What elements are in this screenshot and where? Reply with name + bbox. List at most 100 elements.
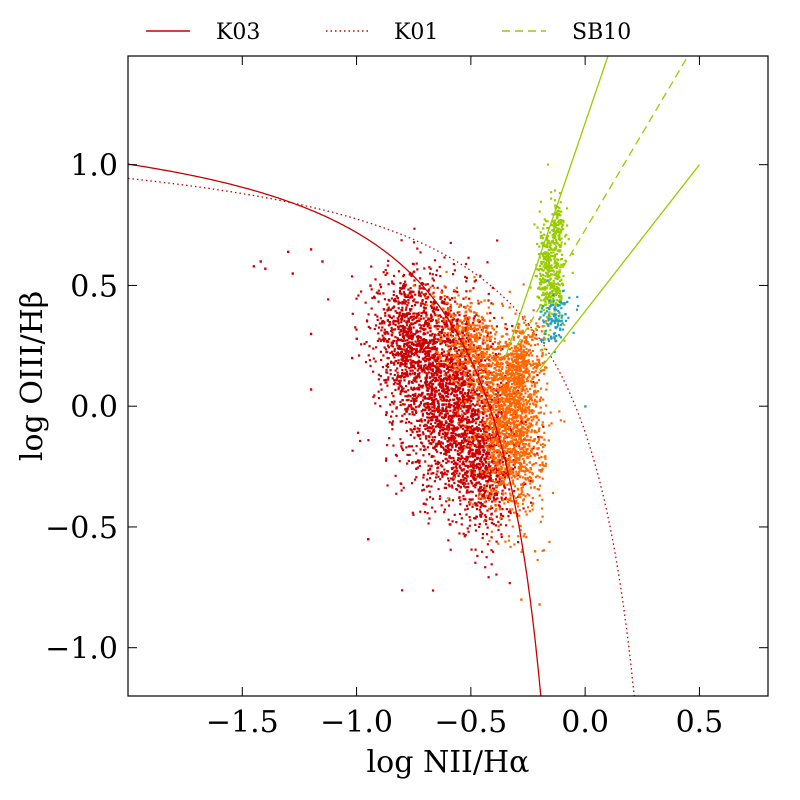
data-point: [483, 520, 486, 523]
data-point: [401, 388, 404, 391]
data-point: [491, 418, 494, 421]
data-point: [514, 358, 517, 361]
data-point: [522, 410, 525, 413]
data-point: [438, 365, 441, 368]
data-point: [437, 314, 440, 317]
data-point: [433, 398, 436, 401]
data-point: [488, 413, 491, 416]
data-point: [457, 398, 460, 401]
data-point: [434, 313, 437, 317]
data-point: [523, 321, 526, 324]
data-point: [477, 383, 481, 386]
data-point: [460, 373, 463, 376]
data-point: [475, 393, 478, 396]
data-point: [528, 442, 531, 445]
data-point: [466, 466, 470, 469]
data-point: [508, 519, 511, 522]
data-point: [438, 368, 441, 371]
data-point: [448, 348, 451, 351]
data-point: [419, 337, 422, 340]
data-point: [441, 394, 444, 397]
data-point: [427, 288, 431, 291]
data-point: [493, 377, 496, 380]
data-point: [481, 489, 484, 492]
data-point: [461, 384, 464, 387]
data-point: [412, 513, 415, 516]
data-point: [530, 477, 533, 480]
data-point: [485, 494, 489, 497]
data-point: [449, 340, 453, 343]
data-point: [537, 411, 540, 415]
data-point: [476, 413, 479, 416]
data-point: [519, 448, 522, 451]
data-point: [464, 322, 467, 326]
data-point: [455, 410, 459, 414]
data-point: [512, 438, 515, 441]
data-point: [489, 468, 492, 472]
data-point: [509, 352, 513, 355]
data-point: [519, 467, 522, 470]
data-point: [522, 422, 525, 426]
data-point: [492, 443, 495, 446]
data-point: [411, 364, 414, 367]
data-point: [475, 438, 478, 441]
data-point: [463, 457, 466, 460]
data-point: [515, 444, 518, 448]
data-point: [467, 425, 471, 428]
data-point: [446, 356, 449, 359]
data-point: [406, 333, 409, 336]
data-point: [415, 467, 418, 470]
data-point: [434, 390, 437, 393]
data-point: [511, 447, 514, 451]
data-point: [510, 413, 514, 417]
data-point: [492, 450, 496, 453]
data-point: [504, 457, 507, 460]
data-point: [466, 489, 469, 492]
data-point: [396, 382, 399, 385]
data-point: [385, 457, 388, 460]
data-point: [472, 370, 476, 373]
data-point: [478, 428, 482, 431]
data-point: [456, 401, 460, 404]
data-point: [498, 476, 501, 479]
data-point: [357, 354, 361, 357]
data-point: [417, 386, 420, 389]
data-point: [449, 315, 453, 318]
data-point: [450, 467, 454, 470]
data-point: [475, 507, 479, 511]
data-point: [379, 350, 382, 353]
data-point: [496, 378, 499, 381]
data-point: [451, 445, 454, 448]
data-point: [480, 399, 483, 403]
data-point: [516, 505, 520, 508]
data-point: [436, 470, 439, 473]
data-point: [390, 329, 393, 333]
data-point: [399, 420, 402, 423]
data-point: [386, 362, 389, 365]
data-point: [515, 411, 518, 414]
data-point: [462, 478, 465, 481]
data-point: [435, 398, 438, 401]
data-point: [401, 306, 404, 309]
data-point: [430, 396, 433, 400]
data-point: [453, 425, 456, 428]
data-point: [489, 396, 492, 399]
data-point: [464, 262, 468, 266]
data-point: [459, 392, 462, 395]
data-point: [477, 394, 480, 397]
data-point: [422, 306, 426, 309]
data-point: [418, 461, 421, 464]
data-point: [463, 446, 467, 449]
data-point: [536, 453, 539, 456]
data-point: [399, 400, 402, 404]
data-point: [425, 385, 428, 388]
data-point: [408, 334, 411, 337]
data-point: [496, 464, 499, 467]
data-point: [548, 540, 551, 543]
data-point: [501, 304, 504, 307]
data-point: [490, 388, 493, 391]
data-point: [465, 460, 468, 463]
data-point: [392, 293, 395, 297]
data-point: [427, 359, 430, 362]
data-point: [539, 396, 543, 399]
